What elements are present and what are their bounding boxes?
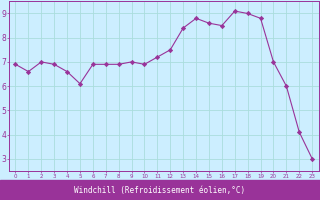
Text: Windchill (Refroidissement éolien,°C): Windchill (Refroidissement éolien,°C) — [75, 186, 245, 194]
